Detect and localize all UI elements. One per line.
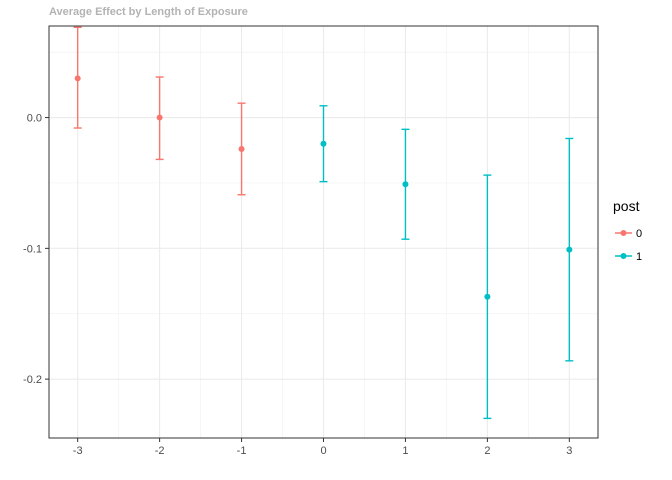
point-series-0 <box>238 145 245 152</box>
x-tick-label: 2 <box>484 445 490 457</box>
y-axis: 0.0 -0.1 -0.2 <box>23 113 49 386</box>
y-tick-label: 0.0 <box>27 113 42 125</box>
plot-marks <box>73 26 574 420</box>
x-tick-label: 1 <box>402 445 408 457</box>
x-axis: -3 -2 -1 0 1 2 3 <box>73 438 572 457</box>
legend-title: post <box>613 198 640 214</box>
major-gridlines <box>49 26 598 438</box>
y-tick-label: -0.2 <box>23 374 42 386</box>
x-tick-label: -2 <box>155 445 165 457</box>
point-series-1 <box>566 246 573 253</box>
point-series-0 <box>74 75 81 82</box>
chart-title: Average Effect by Length of Exposure <box>49 6 248 18</box>
legend-key-point <box>620 253 627 259</box>
legend-key-point <box>620 230 627 236</box>
legend-key-0 <box>615 230 632 236</box>
legend: post 0 1 <box>613 198 642 263</box>
legend-key-1 <box>615 253 632 259</box>
y-tick-label: -0.1 <box>23 243 42 255</box>
point-series-1 <box>320 140 327 147</box>
x-tick-label: 3 <box>566 445 572 457</box>
x-tick-label: -1 <box>237 445 247 457</box>
legend-label-0: 0 <box>636 228 642 240</box>
point-series-0 <box>156 114 163 121</box>
legend-label-1: 1 <box>636 251 642 263</box>
point-series-1 <box>402 181 409 188</box>
point-series-1 <box>484 293 491 300</box>
x-tick-label: -3 <box>73 445 83 457</box>
x-tick-label: 0 <box>320 445 326 457</box>
